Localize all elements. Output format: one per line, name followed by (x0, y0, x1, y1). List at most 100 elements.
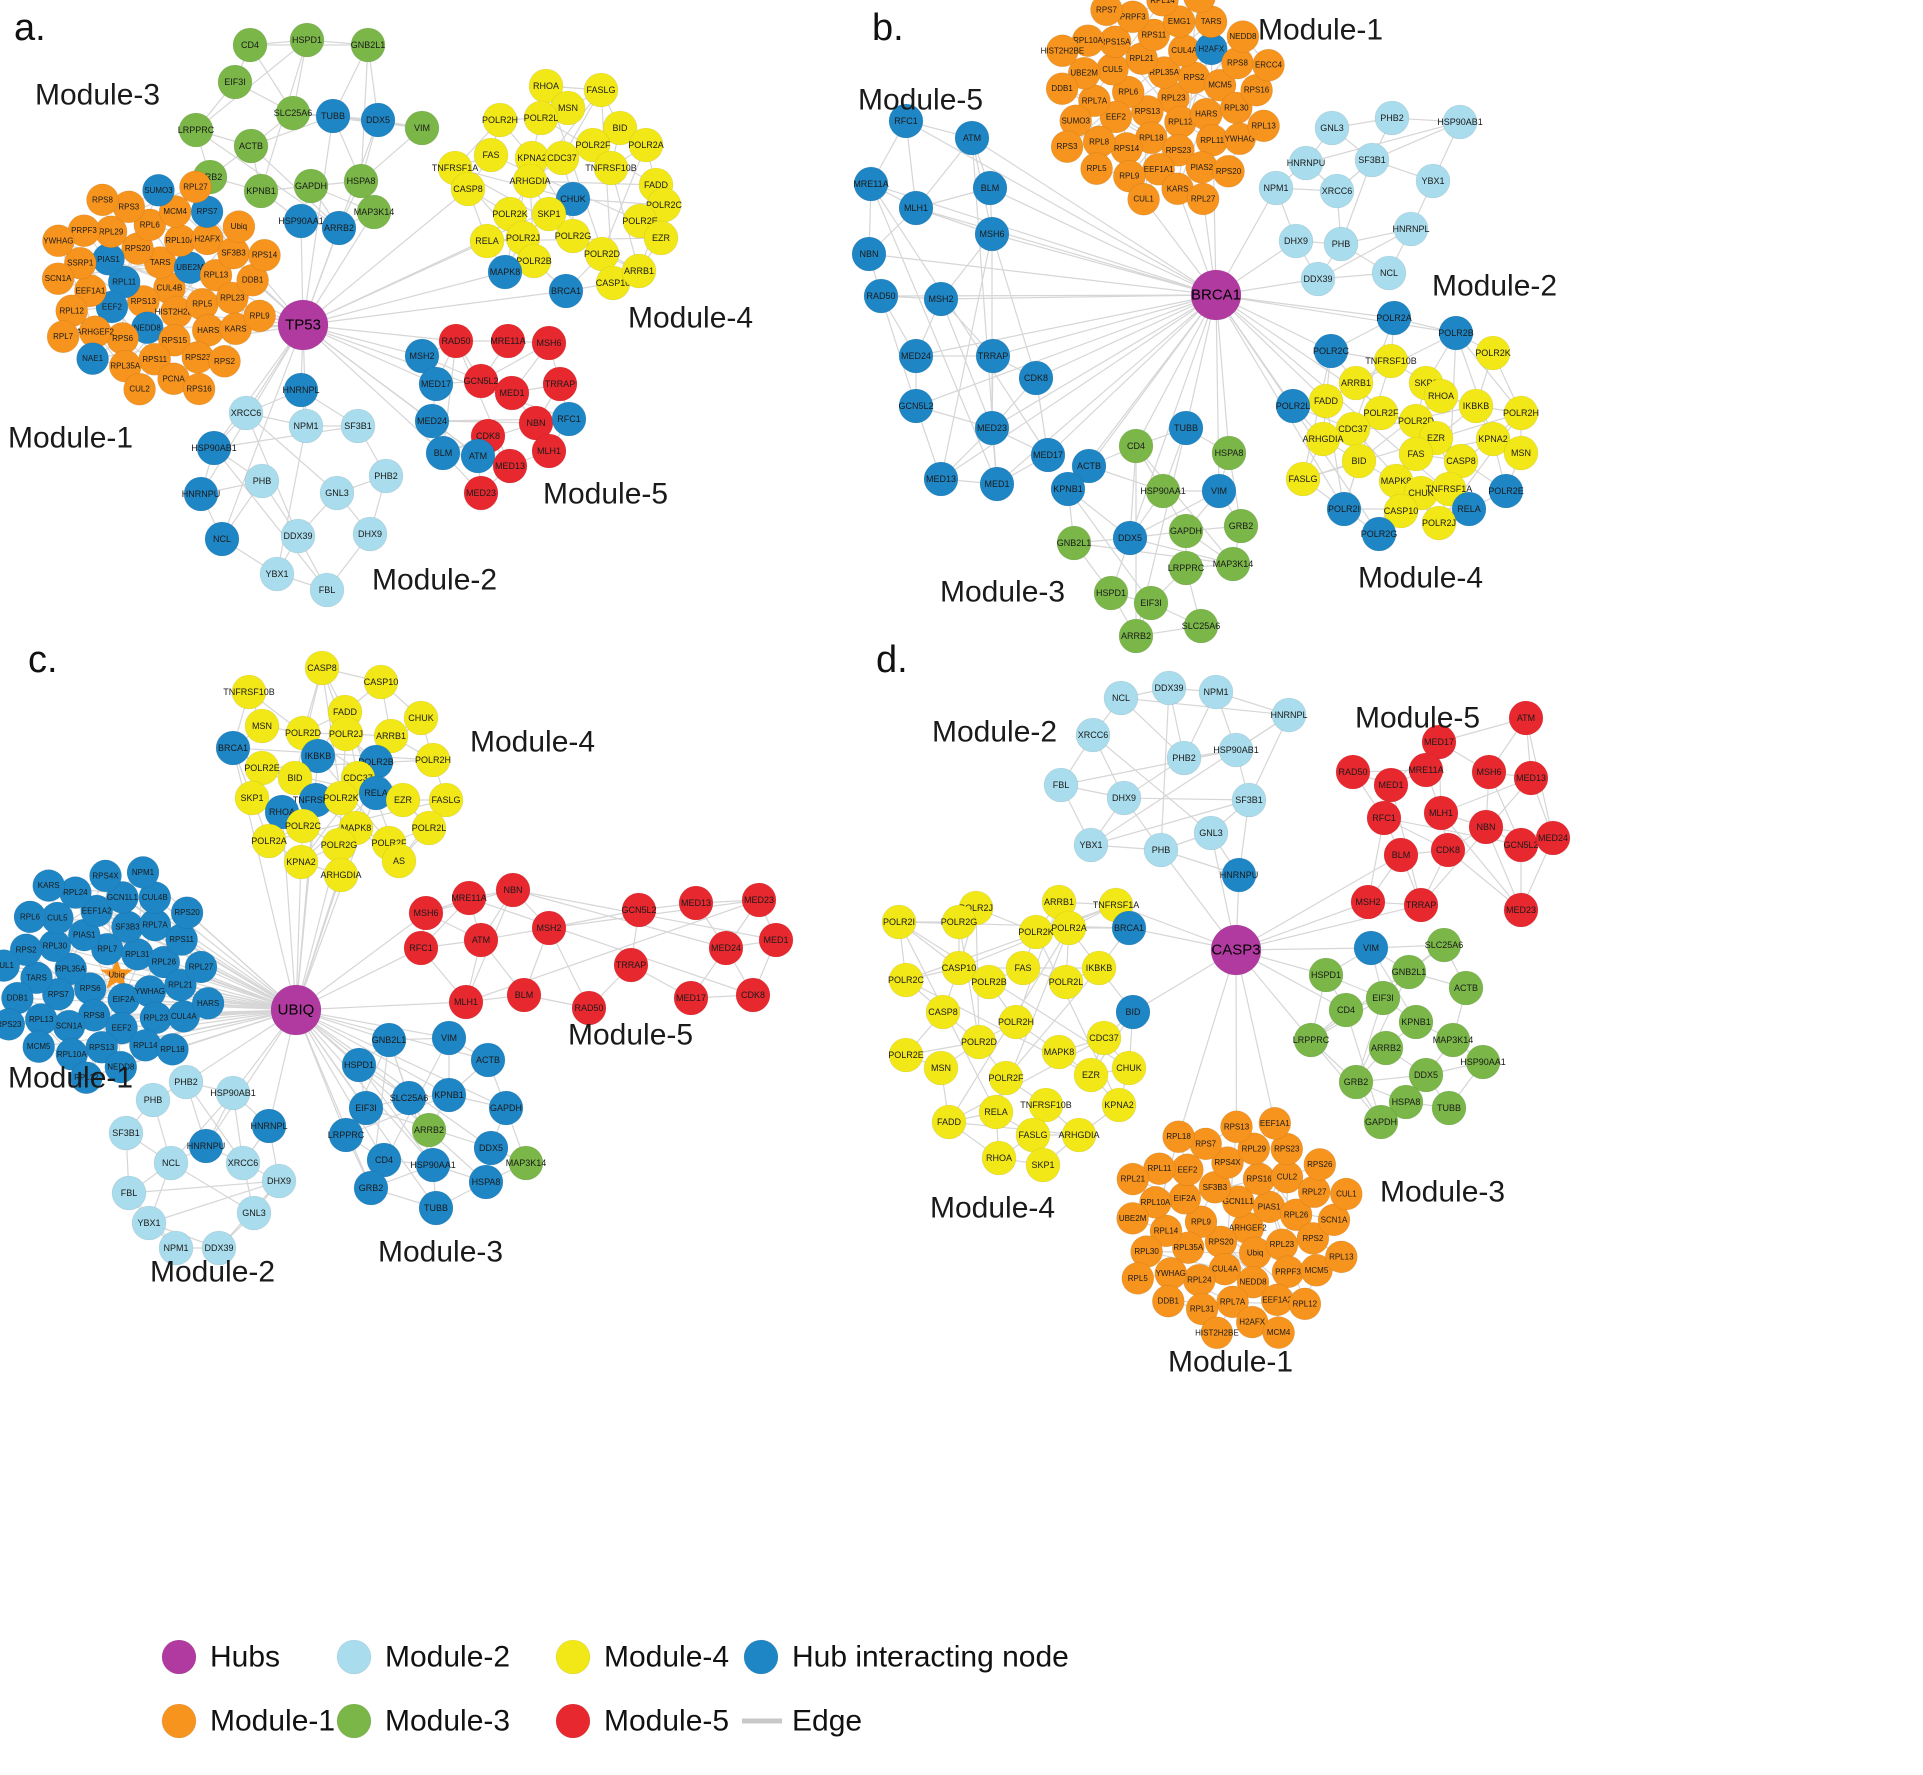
node-SCN1A (52, 1009, 86, 1043)
node-POLR2F (575, 127, 611, 163)
node-MCM5 (22, 1030, 56, 1063)
node-CUL2 (1270, 1160, 1304, 1194)
node-POLR2L (1048, 964, 1084, 1000)
node-CDC37 (1086, 1020, 1122, 1056)
node-ACTB (470, 1042, 506, 1078)
node-EIF3I (348, 1090, 384, 1126)
node-ARRB1 (373, 718, 409, 754)
node-RPS7 (1189, 1127, 1222, 1161)
node-GNB2L1 (1391, 954, 1427, 990)
node-MSH6 (531, 325, 567, 361)
node-BID (277, 760, 313, 796)
node-XRCC6 (1319, 173, 1355, 209)
node-RPS23 (1162, 134, 1195, 167)
node-POLR2L (411, 810, 447, 846)
node-CASP10 (941, 950, 977, 986)
node-RPL9 (1184, 1205, 1218, 1239)
node-DDB1 (1045, 72, 1079, 105)
node-RPS16 (182, 372, 216, 406)
node-NCL (1103, 680, 1139, 716)
node-ARRB1 (1338, 365, 1374, 401)
node-POLR2A (1376, 300, 1412, 336)
node-RPL14 (129, 1029, 162, 1062)
node-XRCC6 (228, 395, 264, 431)
node-RPL29 (1237, 1132, 1271, 1166)
legend-label: Module-2 (385, 1641, 510, 1674)
node-SLC25A6 (391, 1080, 427, 1116)
node-CUL2 (123, 372, 156, 406)
node-ARRB2 (1118, 618, 1154, 654)
node-VIM (431, 1020, 467, 1056)
node-DHX9 (261, 1163, 297, 1199)
node-PRPF3 (1271, 1255, 1305, 1289)
node-RPL23 (139, 1001, 173, 1035)
node-CASP10 (1383, 493, 1419, 529)
node-LRPPRC (178, 112, 214, 148)
node-GAPDH (1363, 1104, 1399, 1140)
node-POLR2H (1503, 395, 1539, 431)
node-MSH2 (531, 910, 567, 946)
node-KPNA2 (1475, 421, 1511, 457)
node-star-Ubiq (100, 958, 133, 989)
node-MSH6 (1471, 754, 1507, 790)
node-CDC37 (1335, 411, 1371, 447)
node-KARS (32, 869, 66, 902)
node-RPS20 (170, 896, 204, 930)
node-FBL (1043, 767, 1079, 803)
node-POLR2I (1326, 491, 1362, 527)
node-HSP90AA1 (415, 1147, 451, 1183)
node-POLR2G (321, 827, 357, 863)
node-TRRAP (542, 366, 578, 402)
node-BRCA1 (548, 273, 584, 309)
node-ARRB2 (411, 1112, 447, 1148)
node-NCL (153, 1145, 189, 1181)
node-SLC25A6 (275, 95, 311, 131)
node-KPNB1 (1398, 1004, 1434, 1040)
node-NPM1 (1198, 674, 1234, 710)
node-TRRAP (975, 338, 1011, 374)
node-YWHAG (1154, 1257, 1188, 1290)
node-POLR2G (1361, 516, 1397, 552)
node-FASLG (1285, 461, 1321, 497)
node-KPNB1 (431, 1077, 467, 1113)
node-ATM (463, 922, 499, 958)
node-TNFRSF10B (593, 150, 629, 186)
node-RPL24 (1183, 1263, 1216, 1297)
node-RPS3 (1050, 130, 1084, 163)
node-BLM (1383, 837, 1419, 873)
node-POLR2H (415, 742, 451, 778)
node-HSP90AA1 (283, 203, 319, 239)
node-FAS (1005, 950, 1041, 986)
panel-letter-c: c. (28, 639, 58, 681)
node-RPL14 (1146, 0, 1179, 17)
node-RPL12 (70, 1061, 103, 1094)
node-GCN5L2 (1503, 827, 1539, 863)
legend-swatch (161, 1703, 197, 1739)
node-FAS (1398, 436, 1434, 472)
node-NBN (1468, 809, 1504, 845)
node-SKP1 (1025, 1147, 1061, 1183)
legend-label: Edge (792, 1705, 862, 1738)
node-EEF2 (1171, 1153, 1204, 1187)
node-HIST2H2BE (1200, 1316, 1234, 1350)
node-SLC25A6 (1183, 608, 1219, 644)
node-MED24 (708, 930, 744, 966)
node-TRRAP (613, 947, 649, 983)
node-GRB2 (1338, 1064, 1374, 1100)
node-MRE11A (451, 880, 487, 916)
node-MED23 (974, 410, 1010, 446)
node-ARHGDIA (1061, 1117, 1097, 1153)
node-IKBKB (300, 738, 336, 774)
node-MED13 (923, 461, 959, 497)
node-ACTB (1071, 448, 1107, 484)
module-label: Module-4 (930, 1192, 1055, 1225)
module-label: Module-3 (1380, 1176, 1505, 1209)
node-BRCA1 (215, 730, 251, 766)
node-MAP3K14 (1435, 1022, 1471, 1058)
node-UBE2M (1116, 1202, 1149, 1235)
module-label: Module-2 (372, 564, 497, 597)
node-RPL26 (1279, 1198, 1313, 1232)
node-ARHGDIA (512, 163, 548, 199)
